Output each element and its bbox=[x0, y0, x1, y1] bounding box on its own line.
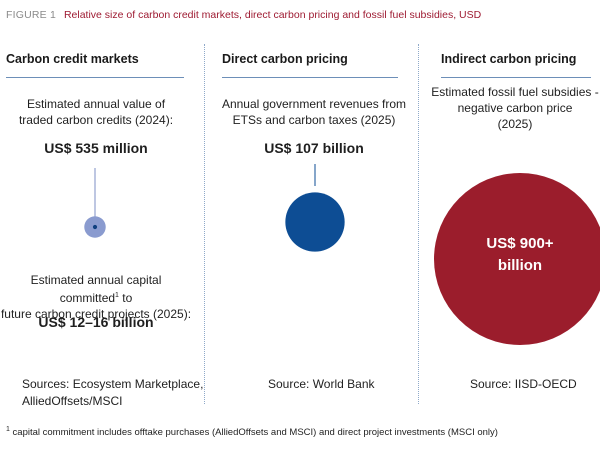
credit-source-line1: Sources: Ecosystem Marketplace, bbox=[22, 377, 204, 391]
direct-pricing-bubble bbox=[285, 192, 345, 252]
credit-committed-desc-line1: Estimated annual capital committed1 to bbox=[0, 272, 192, 306]
direct-desc-line2: ETSs and carbon taxes (2025) bbox=[232, 113, 396, 127]
indirect-source: Source: IISD-OECD bbox=[470, 377, 577, 391]
indirect-column-title: Indirect carbon pricing bbox=[441, 52, 577, 66]
direct-value: US$ 107 billion bbox=[264, 140, 364, 156]
figure-label: FIGURE 1 bbox=[6, 9, 57, 21]
indirect-desc-line2: negative carbon price bbox=[457, 101, 573, 115]
fossil-subsidy-bubble bbox=[434, 173, 600, 345]
credit-column-rule bbox=[6, 77, 184, 78]
indirect-description: Estimated fossil fuel subsidies - negati… bbox=[430, 84, 600, 132]
indirect-value-line1: US$ 900+ bbox=[486, 235, 554, 252]
credit-traded-description: Estimated annual value of traded carbon … bbox=[6, 96, 186, 128]
direct-column-title: Direct carbon pricing bbox=[222, 52, 348, 66]
credit-traded-desc-line2: traded carbon credits (2024): bbox=[18, 113, 174, 127]
credit-column-title: Carbon credit markets bbox=[6, 52, 139, 66]
direct-description: Annual government revenues from ETSs and… bbox=[214, 96, 414, 128]
credit-committed-description: Estimated annual capital committed1 to f… bbox=[0, 272, 192, 322]
direct-source: Source: World Bank bbox=[268, 377, 375, 391]
column-divider-2 bbox=[418, 44, 419, 404]
credit-committed-desc-end: to bbox=[118, 291, 133, 305]
credit-source: Sources: Ecosystem Marketplace, AlliedOf… bbox=[22, 376, 203, 410]
credit-committed-value: US$ 12–16 billion bbox=[38, 314, 154, 330]
credit-traded-value: US$ 535 million bbox=[44, 140, 148, 156]
footnote-marker: 1 bbox=[6, 426, 10, 433]
footnote: 1 capital commitment includes offtake pu… bbox=[6, 426, 498, 438]
credit-traded-desc-line1: Estimated annual value of bbox=[26, 97, 166, 111]
direct-desc-line1: Annual government revenues from bbox=[221, 97, 407, 111]
indirect-column-rule bbox=[441, 77, 591, 78]
indirect-desc-line1: Estimated fossil fuel subsidies - bbox=[431, 85, 599, 99]
column-divider-1 bbox=[204, 44, 205, 404]
indirect-desc-line3: (2025) bbox=[497, 117, 533, 131]
credit-committed-desc-text: Estimated annual capital committed bbox=[30, 273, 162, 305]
credit-source-line2: AlliedOffsets/MSCI bbox=[22, 394, 123, 408]
indirect-bubble-label: US$ 900+ billion bbox=[454, 233, 586, 277]
footnote-text: capital commitment includes offtake purc… bbox=[9, 427, 498, 439]
credit-traded-bubble bbox=[92, 224, 98, 230]
credit-committed-desc-line2: future carbon credit projects (2025): bbox=[0, 307, 192, 321]
indirect-value-line2: billion bbox=[497, 257, 543, 274]
figure-title: Relative size of carbon credit markets, … bbox=[63, 9, 482, 21]
direct-column-rule bbox=[222, 77, 398, 78]
figure-header: FIGURE 1 Relative size of carbon credit … bbox=[6, 9, 481, 21]
footnote-ref: 1 bbox=[115, 292, 119, 299]
